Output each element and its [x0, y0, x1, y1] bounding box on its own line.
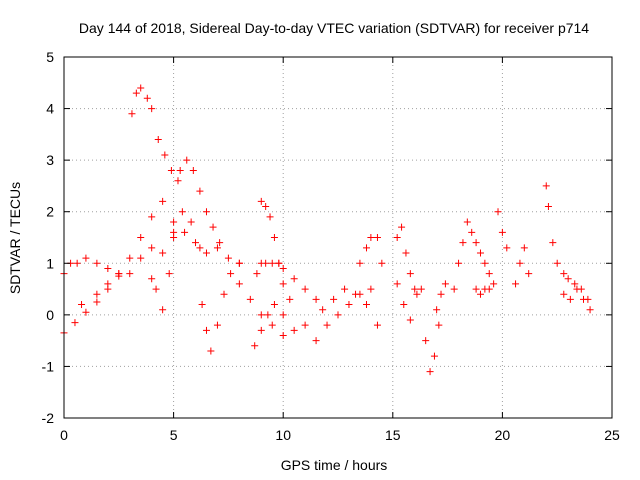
series-s17: [393, 280, 421, 324]
series-s2: [60, 272, 123, 337]
y-tick-label: 2: [46, 204, 54, 220]
series-s21: [468, 228, 498, 288]
data-point-marks: [553, 259, 592, 303]
series-s1: [60, 254, 134, 278]
series-s12: [251, 301, 287, 350]
series-s19: [433, 280, 449, 314]
data-point-marks: [176, 156, 224, 247]
data-point-marks: [512, 244, 533, 288]
y-tick-label: 0: [46, 307, 54, 323]
data-point-marks: [468, 228, 498, 288]
data-point-marks: [472, 285, 493, 298]
series-s15: [356, 234, 386, 267]
grid-lines: [64, 57, 612, 418]
series-s7: [148, 208, 204, 314]
data-point-marks: [137, 228, 243, 267]
series-s3: [78, 197, 178, 309]
chart-title: Day 144 of 2018, Sidereal Day-to-day VTE…: [79, 20, 589, 36]
data-point-marks: [251, 301, 287, 350]
series-s26: [553, 259, 592, 303]
data-point-marks: [148, 208, 204, 314]
data-point-marks: [417, 285, 443, 376]
data-point-marks: [198, 259, 243, 355]
x-axis-label: GPS time / hours: [281, 457, 388, 473]
data-point-marks: [319, 285, 381, 329]
data-point-marks: [393, 280, 421, 324]
y-tick-label: -1: [42, 358, 55, 374]
x-tick-label: 15: [385, 427, 401, 443]
series-s10: [253, 259, 320, 303]
data-point-marks: [542, 182, 557, 247]
x-tick-label: 10: [275, 427, 291, 443]
series-s22: [472, 285, 493, 298]
data-point-marks: [235, 280, 309, 339]
series-s9: [235, 280, 309, 339]
y-tick-label: 1: [46, 255, 54, 271]
data-point-marks: [560, 285, 594, 314]
x-tick-label: 0: [60, 427, 68, 443]
series-s13: [312, 285, 375, 345]
series-s6: [137, 228, 243, 267]
y-tick-label: 5: [46, 49, 54, 65]
series-s25: [542, 182, 557, 247]
x-tick-label: 20: [495, 427, 511, 443]
series-s16: [393, 223, 419, 293]
tick-labels: 0 5 10 15 20 25 -2 -1 0 1 2 3 4 5: [42, 49, 620, 443]
data-point-marks: [78, 197, 178, 309]
series-s5: [176, 156, 224, 247]
y-tick-label: 3: [46, 152, 54, 168]
x-tick-label: 5: [170, 427, 178, 443]
series-s24: [512, 244, 533, 288]
series-s11: [257, 197, 294, 303]
data-point-marks: [257, 197, 294, 303]
data-point-marks: [450, 218, 471, 293]
plot-frame: [63, 56, 613, 419]
series-s4: [128, 84, 182, 185]
data-points: [60, 84, 594, 376]
data-point-marks: [393, 223, 419, 293]
data-point-marks: [128, 84, 182, 185]
series-s23: [494, 208, 511, 252]
series-s8: [198, 259, 243, 355]
series-s14: [319, 285, 381, 329]
y-axis-label: SDTVAR / TECUs: [7, 182, 23, 294]
series-s20: [450, 218, 471, 293]
series-s27: [560, 285, 594, 314]
series-s18: [417, 285, 443, 376]
data-point-marks: [60, 254, 134, 278]
data-point-marks: [433, 280, 449, 314]
data-point-marks: [494, 208, 511, 252]
y-tick-label: 4: [46, 101, 54, 117]
x-tick-label: 25: [604, 427, 620, 443]
data-point-marks: [253, 259, 320, 303]
data-point-marks: [312, 285, 375, 345]
data-point-marks: [356, 234, 386, 267]
axis-ticks: [63, 56, 613, 419]
data-point-marks: [60, 272, 123, 337]
y-tick-label: -2: [42, 410, 55, 426]
